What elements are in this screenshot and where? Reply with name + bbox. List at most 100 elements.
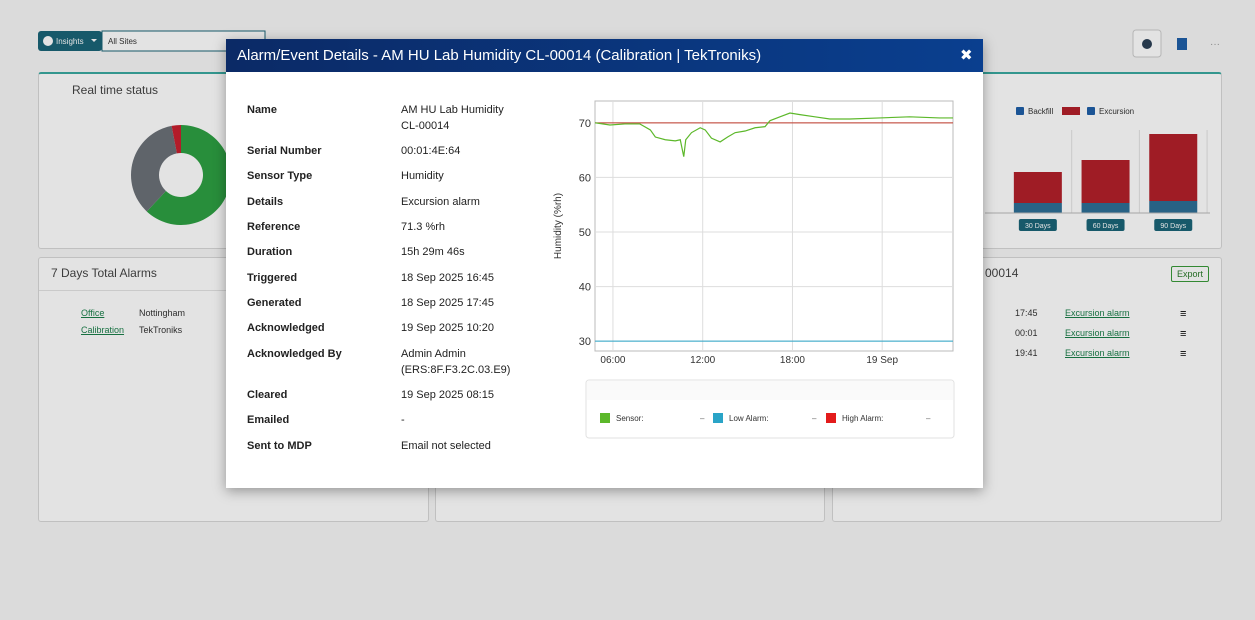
detail-label: Sent to MDP: [247, 440, 312, 452]
detail-label: Emailed: [247, 414, 290, 426]
legend-value: –: [926, 414, 931, 423]
menu-icon[interactable]: ≡: [1180, 308, 1187, 320]
y-tick-label: 70: [579, 118, 591, 130]
detail-value: 18 Sep 2025 16:45: [401, 272, 494, 284]
y-tick-label: 30: [579, 336, 591, 348]
detail-label: Serial Number: [247, 145, 322, 157]
detail-value: 18 Sep 2025 17:45: [401, 297, 494, 309]
insights-button[interactable]: [38, 31, 102, 51]
legend-swatch: [1062, 107, 1080, 115]
detail-value: 00:01:4E:64: [401, 145, 461, 157]
detail-value: Excursion alarm: [401, 196, 480, 208]
detail-label: Reference: [247, 221, 301, 233]
x-tick-label: 18:00: [780, 355, 805, 366]
detail-label: Acknowledged By: [247, 348, 342, 360]
site-location: Nottingham: [139, 308, 186, 318]
legend-swatch: [713, 413, 723, 423]
alarm-link[interactable]: Excursion alarm: [1065, 328, 1130, 338]
detail-label: Name: [247, 104, 277, 116]
range-button[interactable]: [1018, 219, 1057, 231]
detail-label: Cleared: [247, 389, 288, 401]
site-link[interactable]: Calibration: [81, 325, 125, 335]
caret: [91, 39, 97, 42]
legend-value: –: [700, 414, 705, 423]
site-label: All Sites: [108, 37, 137, 46]
series-line: [594, 112, 953, 157]
export-button[interactable]: Export: [1171, 266, 1210, 282]
donut-segment: [171, 125, 181, 154]
range-label: 60 Days: [1093, 223, 1119, 230]
legend-label: Excursion: [1099, 107, 1134, 116]
panel-title: 00014: [985, 266, 1019, 280]
x-tick-label: 19 Sep: [866, 355, 898, 366]
detail-label: Details: [247, 196, 284, 208]
legend-strip: [587, 381, 953, 400]
legend-checkbox[interactable]: [1087, 107, 1095, 115]
detail-value: -: [401, 414, 405, 426]
legend-label: Low Alarm:: [729, 414, 769, 423]
insights-label: Insights: [56, 37, 84, 46]
donut-segment: [130, 125, 177, 212]
detail-label: Duration: [247, 246, 293, 258]
detail-value: Admin Admin (ERS:8F.F3.2C.03.E9): [401, 348, 511, 376]
bar-segment: [1149, 134, 1198, 201]
pie-icon: [1142, 39, 1152, 49]
alarm-time: 19:41: [1015, 348, 1038, 358]
range-label: 30 Days: [1025, 223, 1051, 230]
y-tick-label: 50: [579, 227, 591, 239]
bar-segment: [1081, 160, 1130, 203]
detail-value: Email not selected: [401, 440, 491, 452]
panel-title: 7 Days Total Alarms: [51, 266, 157, 280]
insights-icon: [43, 36, 53, 46]
legend-checkbox[interactable]: [1016, 107, 1024, 115]
detail-label: Sensor Type: [247, 170, 313, 182]
detail-value: Humidity: [401, 170, 444, 182]
plot-area: [594, 100, 954, 352]
menu-icon[interactable]: ≡: [1180, 328, 1187, 340]
x-tick-label: 12:00: [690, 355, 715, 366]
range-button[interactable]: [1154, 219, 1193, 231]
legend-label: High Alarm:: [842, 414, 883, 423]
detail-label: Generated: [247, 297, 302, 309]
menu-icon[interactable]: ≡: [1180, 348, 1187, 360]
legend-label: Backfill: [1028, 107, 1054, 116]
detail-label: Acknowledged: [247, 322, 325, 334]
alarm-time: 00:01: [1015, 328, 1038, 338]
legend-swatch: [600, 413, 610, 423]
more-icon[interactable]: ···: [1210, 39, 1220, 50]
bar-segment: [1013, 172, 1062, 203]
alarm-details-modal: Alarm/Event Details - AM HU Lab Humidity…: [226, 39, 983, 488]
tree-icon[interactable]: [1177, 38, 1187, 50]
detail-value: 71.3 %rh: [401, 221, 446, 233]
range-button[interactable]: [1086, 219, 1125, 231]
detail-value: 19 Sep 2025 10:20: [401, 322, 494, 334]
detail-value: 19 Sep 2025 08:15: [401, 389, 494, 401]
y-tick-label: 40: [579, 282, 591, 294]
detail-label: Triggered: [247, 272, 298, 284]
alarm-link[interactable]: Excursion alarm: [1065, 308, 1130, 318]
donut-segment: [146, 125, 232, 225]
modal-title: Alarm/Event Details - AM HU Lab Humidity…: [237, 47, 762, 64]
legend-label: Sensor:: [616, 414, 644, 423]
y-tick-label: 60: [579, 172, 591, 184]
legend-value: –: [812, 414, 817, 423]
bar-segment: [1149, 201, 1198, 213]
alarm-link[interactable]: Excursion alarm: [1065, 348, 1130, 358]
close-button[interactable]: ✖: [960, 47, 973, 64]
bar-segment: [1013, 203, 1062, 213]
bar-segment: [1081, 203, 1130, 213]
site-location: TekTroniks: [139, 325, 183, 335]
y-axis-label: Humidity (%rh): [553, 193, 564, 259]
detail-value: 15h 29m 46s: [401, 246, 465, 258]
site-link[interactable]: Office: [81, 308, 105, 318]
modal-header: Alarm/Event Details - AM HU Lab Humidity…: [226, 39, 983, 72]
panel-title: Real time status: [72, 83, 159, 97]
range-label: 90 Days: [1160, 223, 1186, 230]
detail-value: AM HU Lab Humidity CL-00014: [401, 104, 504, 132]
alarm-time: 17:45: [1015, 308, 1038, 318]
legend-swatch: [826, 413, 836, 423]
x-tick-label: 06:00: [600, 355, 625, 366]
